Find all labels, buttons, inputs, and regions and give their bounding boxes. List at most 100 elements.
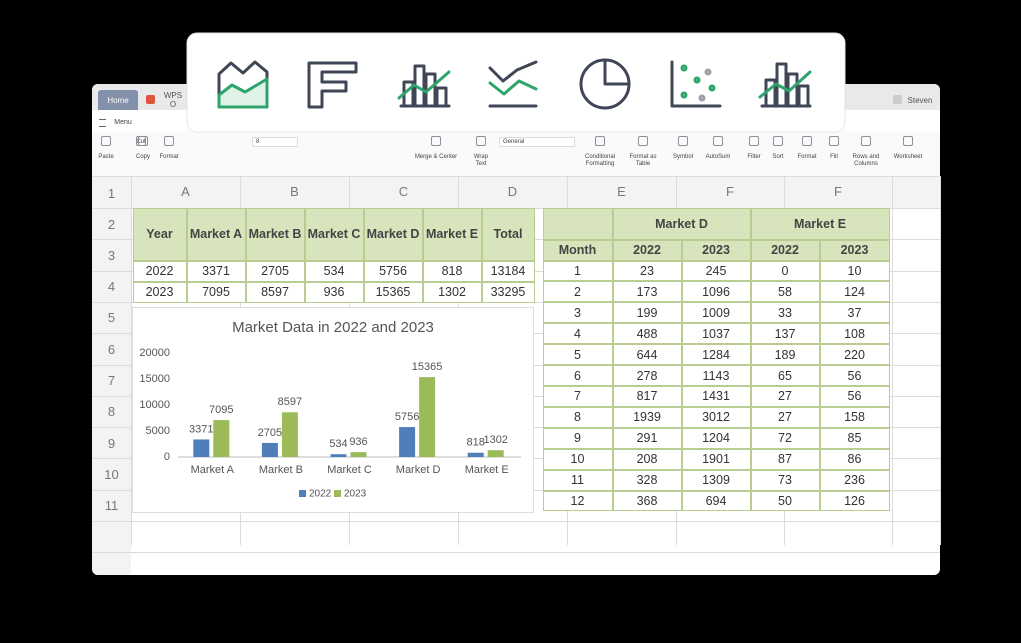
table-cell: 245 — [681, 260, 751, 282]
y-tick-label: 0 — [164, 451, 170, 463]
bar — [467, 452, 484, 457]
table-header: Market C — [304, 207, 364, 261]
ribbon-icon — [431, 136, 441, 146]
ribbon-icon — [101, 136, 111, 146]
ribbon-label: Paste — [98, 153, 114, 160]
bar-chart-icon[interactable] — [307, 61, 358, 109]
y-tick-label: 15000 — [139, 373, 170, 385]
table-cell: 8 — [542, 406, 613, 428]
table-header: Market D — [363, 207, 423, 261]
table-cell: 23 — [612, 260, 682, 282]
row-header-bar — [92, 176, 131, 575]
pie-chart-icon[interactable] — [579, 58, 631, 110]
row-header: 1 — [107, 185, 116, 201]
column-header: F — [834, 183, 842, 199]
x-tick-label: Market C — [327, 464, 372, 476]
table-cell: 328 — [612, 469, 682, 491]
table-cell: 173 — [612, 281, 682, 303]
ribbon-icon — [713, 136, 723, 146]
ribbon-icon — [802, 136, 812, 146]
ribbon-icon — [138, 136, 148, 146]
table-group-header: Market D — [612, 207, 751, 240]
bar — [487, 450, 504, 457]
table-cell: 1302 — [422, 281, 482, 303]
x-tick-label: Market B — [259, 464, 303, 476]
table-cell: 37 — [819, 302, 890, 324]
ribbon-icon — [861, 136, 871, 146]
table-cell: 50 — [750, 490, 820, 512]
ribbon-label: Cut — [136, 138, 146, 145]
line-chart-icon[interactable] — [488, 60, 538, 108]
table-header: Market A — [186, 207, 246, 261]
number-format-box: General — [499, 137, 575, 147]
table-cell: 15365 — [363, 281, 423, 303]
font-size-box: 8 — [252, 137, 298, 147]
data-label: 936 — [349, 436, 367, 448]
bar — [193, 439, 210, 457]
area-chart-icon[interactable] — [217, 60, 269, 109]
table-cell: 10 — [819, 260, 890, 282]
row-header: 6 — [107, 341, 116, 357]
table-cell: 126 — [819, 490, 890, 512]
chart-type-panel — [186, 32, 846, 133]
chart: Market Data in 2022 and 2023 0 5000 10000 15… — [132, 307, 534, 513]
ribbon-icon — [678, 136, 688, 146]
row-header: 3 — [107, 247, 116, 263]
scatter-chart-icon[interactable] — [670, 60, 722, 108]
table-cell: 65 — [750, 365, 820, 386]
column-header: B — [290, 183, 299, 199]
menu-icon — [99, 119, 106, 127]
legend-swatch — [334, 490, 341, 497]
column-header-bar — [131, 176, 940, 208]
ribbon-label: AutoSum — [705, 153, 731, 160]
column-header: F — [726, 183, 734, 199]
table-cell: 2023 — [132, 281, 187, 303]
ribbon-icon — [476, 136, 486, 146]
table-header: 2023 — [681, 239, 751, 261]
table-cell: 817 — [612, 386, 682, 407]
bar — [330, 454, 347, 457]
data-label: 1302 — [483, 434, 507, 446]
table-cell: 86 — [819, 448, 890, 470]
grid-line — [92, 521, 940, 522]
table-cell: 13184 — [481, 260, 535, 282]
row-header: 7 — [107, 373, 116, 388]
table-cell: 3371 — [186, 260, 246, 282]
table-cell: 1143 — [681, 365, 751, 386]
data-label: 7095 — [209, 404, 233, 416]
table-cell: 1284 — [681, 344, 751, 366]
table-cell: 56 — [819, 386, 890, 407]
table-cell: 488 — [612, 323, 682, 345]
bar — [213, 420, 230, 457]
doc-icon — [146, 95, 155, 104]
table-header: 2023 — [819, 239, 890, 261]
ribbon-label: Worksheet — [893, 153, 923, 160]
ribbon-label: Symbol — [672, 153, 693, 160]
ribbon-label: Fill — [830, 153, 838, 160]
table-cell: 2 — [542, 281, 613, 303]
grid-line — [940, 176, 941, 545]
table-cell: 534 — [304, 260, 364, 282]
column-header: E — [617, 183, 626, 199]
bar — [281, 412, 298, 457]
table-cell: 27 — [750, 406, 820, 428]
data-label: 5756 — [395, 411, 419, 423]
ribbon-label: Wrap Text — [473, 154, 489, 167]
column-header: C — [398, 183, 409, 199]
ribbon-label: Copy — [135, 153, 150, 160]
table-header: Total — [481, 207, 535, 261]
table-cell: 5756 — [363, 260, 423, 282]
ribbon-label: Sort — [772, 153, 784, 160]
combo-chart-icon[interactable] — [758, 62, 812, 108]
menu: Menu — [114, 118, 132, 126]
ribbon-icon — [749, 136, 759, 146]
row-header: 9 — [107, 435, 116, 451]
table-cell: 3012 — [681, 406, 751, 428]
row-header: 2 — [107, 216, 116, 232]
table-cell: 3 — [542, 302, 613, 324]
table-cell: 291 — [612, 427, 682, 449]
column-chart-icon[interactable] — [397, 64, 451, 108]
x-tick-label: Market A — [191, 464, 235, 476]
user-name: Steven — [907, 95, 933, 105]
